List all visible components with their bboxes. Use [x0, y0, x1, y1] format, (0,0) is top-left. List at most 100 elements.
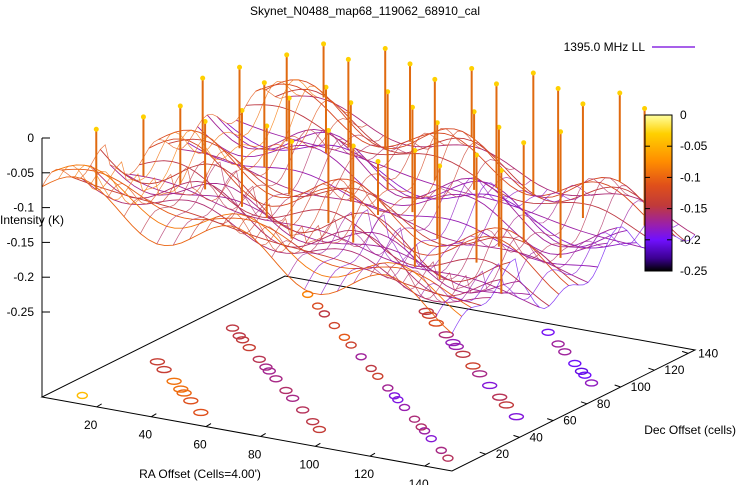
contour-blob	[574, 367, 589, 375]
surface-row	[168, 138, 579, 286]
surface-row	[255, 83, 667, 236]
x-tick-mark	[315, 442, 321, 447]
surface-row	[158, 129, 569, 286]
surface-mesh	[41, 79, 696, 334]
contour-blob	[448, 342, 464, 351]
z-axis-label: Intensity (K)	[0, 213, 64, 227]
contour-blob	[584, 379, 599, 387]
contour-blob	[269, 375, 283, 383]
contour-blob	[328, 321, 341, 330]
spike-tip	[474, 152, 480, 158]
spike-tip	[239, 108, 245, 114]
spike-tip	[493, 81, 499, 87]
surface-row	[246, 104, 657, 243]
contour-blob	[262, 367, 276, 375]
contour-blob	[445, 338, 461, 347]
spike-tip	[432, 76, 438, 82]
spike-tip	[469, 65, 475, 71]
y-tick-mark	[614, 384, 621, 388]
surface-row	[99, 149, 511, 282]
spike-tip	[325, 128, 331, 134]
spike-tip	[200, 75, 206, 81]
y-tick-label: 20	[496, 447, 510, 461]
base-plane	[40, 275, 697, 472]
spike-tip	[323, 84, 329, 90]
x-tick-mark	[205, 423, 212, 428]
surface-row	[187, 142, 598, 268]
contour-blob	[318, 310, 331, 318]
contour-blob	[551, 340, 565, 348]
spike-tip	[345, 56, 351, 62]
colorbar-tick-label: 0	[680, 108, 687, 122]
spike-tip	[140, 114, 146, 120]
spike-tip	[348, 100, 354, 106]
spike-tip	[407, 61, 413, 67]
z-tick-label: -0.2	[13, 270, 34, 284]
surface-column	[238, 130, 482, 253]
surface-row	[80, 177, 491, 303]
y-tick-mark	[648, 367, 655, 371]
surface-column	[386, 177, 630, 299]
surface-spikes	[93, 41, 648, 294]
spike-tip	[264, 123, 270, 129]
colorbar-tick-label: -0.05	[680, 139, 708, 153]
spike-tip	[177, 103, 183, 109]
spike-tip	[321, 41, 327, 47]
spike-tip	[289, 138, 295, 144]
colorbar-tick-label: -0.25	[680, 264, 708, 278]
surface-row	[61, 168, 472, 308]
surface-column	[172, 138, 417, 246]
surface-column	[254, 142, 499, 254]
contour-blob	[311, 302, 324, 310]
y-tick-label: 120	[664, 363, 684, 377]
x-tick-label: 40	[139, 428, 153, 442]
contour-blob	[149, 358, 166, 366]
contour-blob	[176, 389, 192, 397]
contour-blob	[465, 362, 481, 370]
y-tick-mark	[681, 350, 689, 354]
surface-column	[156, 129, 401, 245]
y-tick-label: 140	[698, 346, 718, 360]
contour-blob	[365, 364, 377, 373]
y-tick-label: 80	[597, 397, 611, 411]
contour-blob	[193, 408, 209, 417]
contour-blob	[442, 454, 454, 462]
colorbar-tick-label: -0.15	[680, 202, 708, 216]
contour-blob	[295, 406, 310, 414]
surface-column	[353, 184, 597, 284]
contour-blob	[578, 371, 592, 379]
spike-tip	[202, 118, 208, 124]
contour-blob	[392, 395, 404, 404]
contour-blob	[166, 377, 182, 385]
spike-tip	[375, 158, 381, 164]
contour-blob	[435, 446, 447, 455]
legend: 1395.0 MHz LL	[564, 40, 695, 54]
z-tick-label: -0.25	[7, 305, 35, 319]
contour-blob	[372, 372, 384, 380]
colorbar-ticks: 0 -0.05 -0.1 -0.15 -0.2 -0.25	[645, 108, 708, 278]
contour-blob	[279, 386, 293, 395]
x-tick-mark	[96, 403, 102, 408]
spike-tip	[93, 126, 99, 132]
contour-blob	[345, 341, 357, 349]
contour-blob	[498, 401, 515, 409]
legend-label: 1395.0 MHz LL	[564, 40, 646, 54]
contour-blob	[481, 381, 498, 390]
spike-tip	[385, 89, 391, 95]
spike-tip	[558, 129, 564, 135]
x-tick-mark	[424, 462, 430, 467]
spike-tip	[412, 148, 418, 154]
spike-tip	[350, 143, 356, 149]
y-tick-label: 40	[529, 430, 543, 444]
y-tick-mark	[547, 418, 554, 422]
contour-blob	[225, 324, 240, 332]
spike-tip	[642, 105, 648, 111]
contour-blob	[338, 333, 351, 341]
x-tick-label: 120	[354, 467, 374, 481]
chart-title: Skynet_N0488_map68_119062_68910_cal	[250, 4, 480, 18]
spike-tip	[409, 104, 415, 110]
contour-blob	[415, 423, 427, 431]
contour-blob	[252, 355, 266, 363]
